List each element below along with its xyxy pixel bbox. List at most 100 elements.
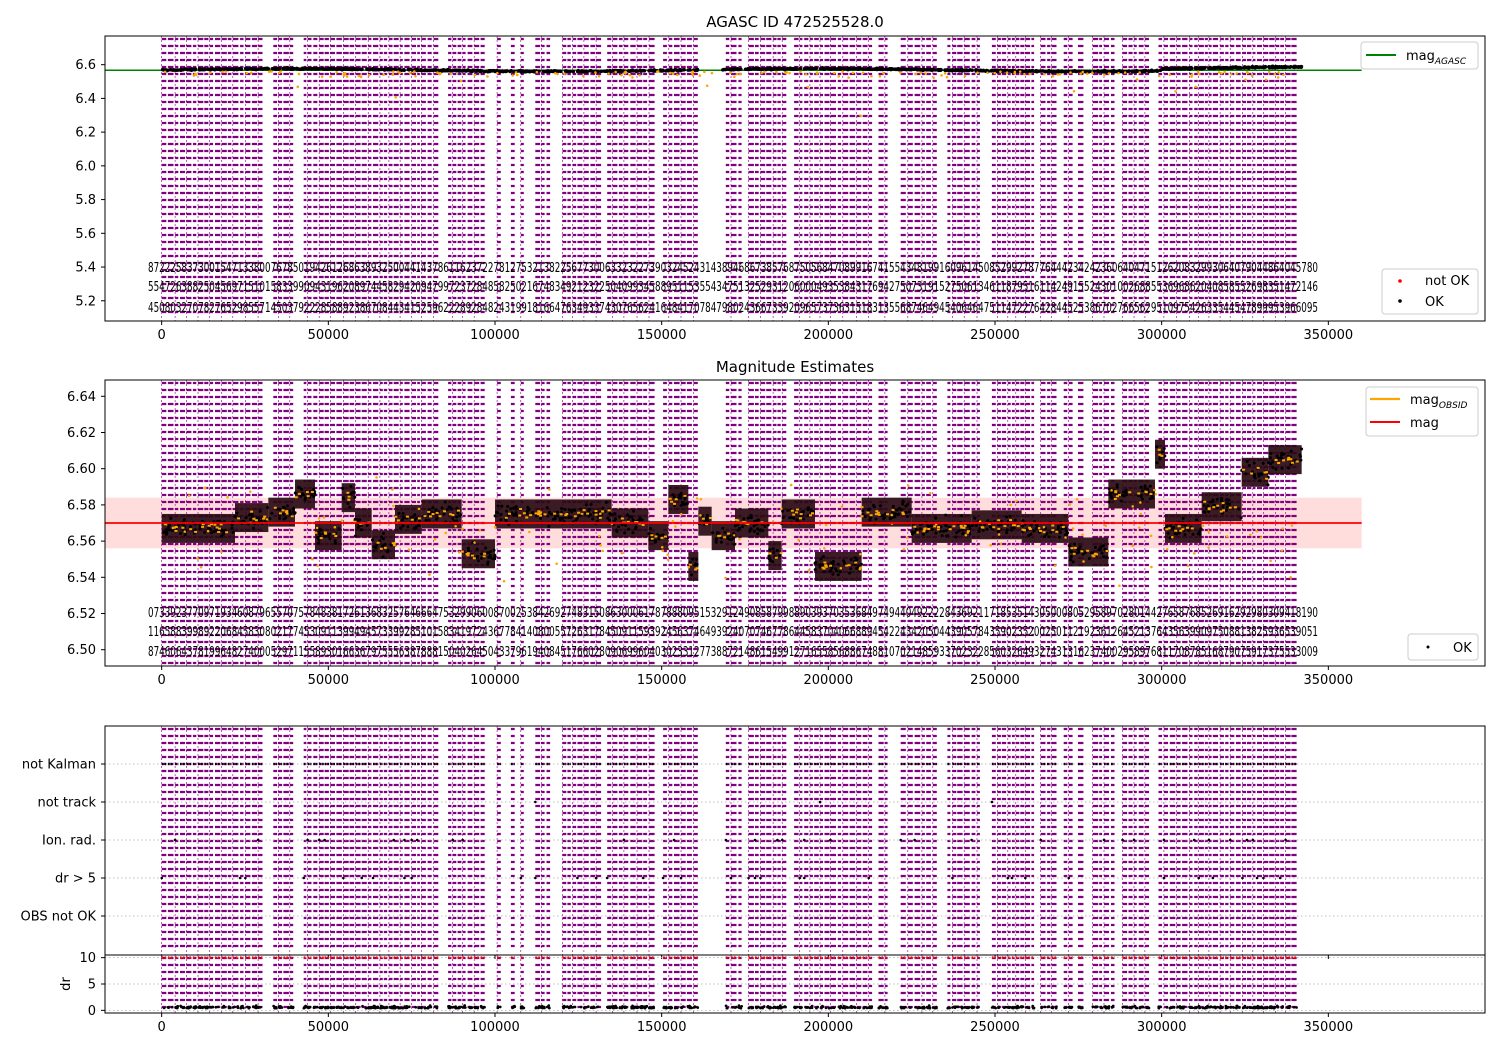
plot-area-magnitude: 0733923770971934608796557075784838172613… bbox=[105, 380, 1362, 666]
segment-mag-obsid bbox=[1157, 448, 1164, 457]
panel-content bbox=[105, 726, 1485, 955]
y-tick-label: 6.0 bbox=[75, 159, 96, 174]
x-tick-label: 200000 bbox=[804, 1020, 854, 1035]
segment-spread bbox=[668, 484, 689, 514]
segment-spread bbox=[341, 483, 355, 513]
segment-ok-points bbox=[341, 485, 357, 509]
segment-mag-obsid bbox=[237, 510, 269, 524]
segment-spread bbox=[711, 521, 735, 551]
segment-mag-obsid bbox=[768, 552, 783, 559]
legend-top-magnitude: magOBSID mag bbox=[1365, 386, 1479, 437]
segment-mag-obsid bbox=[1203, 500, 1237, 513]
x-tick-label: 250000 bbox=[970, 328, 1020, 343]
x-tick-label: 0 bbox=[158, 328, 166, 343]
y-tick-label: 6.52 bbox=[67, 607, 96, 622]
segment-mag-obsid bbox=[821, 561, 863, 570]
series-ok-points bbox=[160, 64, 1304, 74]
segment-mag-obsid bbox=[504, 508, 611, 519]
y-tick-label: 5.2 bbox=[75, 294, 96, 309]
x-tick-label: 300000 bbox=[1137, 328, 1187, 343]
segment-mag-obsid bbox=[1242, 466, 1269, 480]
panel-magnitude-estimates: Magnitude Estimates 07339237709719346087… bbox=[67, 358, 1486, 688]
x-tick-label: 300000 bbox=[1137, 1020, 1187, 1035]
panel-title-magnitude: Magnitude Estimates bbox=[716, 358, 874, 376]
segment-mag-obsid bbox=[717, 532, 737, 539]
y-tick-label: 0 bbox=[88, 1004, 96, 1019]
y-tick-label: 5 bbox=[88, 978, 96, 993]
legend-marker-ok bbox=[1426, 645, 1430, 649]
ylabel-dr: dr bbox=[59, 977, 74, 991]
legend-bottom-magnitude: OK bbox=[1407, 633, 1479, 661]
segment-spread bbox=[688, 551, 699, 581]
x-tick-label: 100000 bbox=[470, 328, 520, 343]
segment-spread bbox=[395, 504, 422, 534]
flag-row-label: not track bbox=[37, 796, 96, 811]
segment-ok-points bbox=[711, 526, 737, 546]
y-tick-label: 6.60 bbox=[67, 462, 96, 477]
dr-points bbox=[162, 1004, 1298, 1010]
plot-area-agasc: 8722258373001547133800767850194261268638… bbox=[105, 36, 1362, 321]
segment-ok-points bbox=[394, 511, 422, 530]
legend-box bbox=[1381, 268, 1479, 315]
x-tick-label: 150000 bbox=[637, 673, 687, 688]
x-tick-label: 350000 bbox=[1304, 1020, 1354, 1035]
legend-label-main: mag bbox=[1406, 49, 1435, 64]
x-tick-label: 300000 bbox=[1137, 673, 1187, 688]
x-tick-label: 50000 bbox=[308, 1020, 349, 1035]
segment-mag-obsid bbox=[273, 506, 294, 518]
obsid-label-row: 0733923770971934608796557075784838172613… bbox=[148, 606, 1318, 621]
ticks-agasc: 0 50000 100000 150000 200000 250000 300000 3500… bbox=[75, 58, 1353, 343]
y-tick-label: 5.4 bbox=[75, 261, 96, 276]
legend-label-subscript: AGASC bbox=[1434, 57, 1467, 67]
segment-mag-obsid bbox=[860, 506, 905, 518]
y-tick-label: 5.8 bbox=[75, 193, 96, 208]
legend-box bbox=[1407, 633, 1479, 661]
segment-mag-obsid bbox=[1274, 456, 1299, 464]
y-tick-label: 6.56 bbox=[67, 535, 96, 550]
x-tick-label: 0 bbox=[158, 673, 166, 688]
obsid-labels: 0733923770971934608796557075784838172613… bbox=[148, 606, 1318, 660]
panel-content: 0733923770971934608796557075784838172613… bbox=[105, 380, 1362, 666]
legend-label-mag: mag bbox=[1410, 416, 1439, 431]
panel-dr: 0 5 10 0 50000 100000 150000 200000 250000 300000… bbox=[59, 951, 1486, 1035]
legend-box bbox=[1360, 41, 1479, 70]
segment-ok-points bbox=[422, 500, 463, 525]
legend-label-ok: OK bbox=[1453, 641, 1472, 656]
segment-mag-obsid bbox=[650, 534, 667, 540]
obsid-segments bbox=[161, 439, 1304, 581]
plot-area-flags bbox=[105, 726, 1485, 955]
obsid-label-row: 8722258373001547133800767850194261268638… bbox=[148, 261, 1318, 276]
plot-area-dr bbox=[105, 955, 1485, 1013]
segment-ok-points bbox=[1107, 483, 1155, 504]
segment-mag-obsid bbox=[376, 541, 396, 550]
flag-row-label: Ion. rad. bbox=[42, 834, 96, 849]
ticks-flags: not Kalman not track Ion. rad. dr > 5 OBS no… bbox=[21, 758, 1329, 959]
y-tick-label: 6.50 bbox=[67, 643, 96, 658]
segment-mag-obsid bbox=[1165, 525, 1194, 532]
x-tick-label: 50000 bbox=[308, 328, 349, 343]
segment-mag-obsid bbox=[688, 563, 699, 571]
legend-label-ok: OK bbox=[1425, 295, 1444, 310]
segment-mag-obsid bbox=[423, 509, 460, 518]
segment-spread bbox=[781, 499, 815, 529]
x-tick-label: 250000 bbox=[970, 1020, 1020, 1035]
y-tick-label: 6.62 bbox=[67, 426, 96, 441]
panel-title-agasc: AGASC ID 472525528.0 bbox=[706, 13, 884, 31]
segment-mag-obsid bbox=[294, 491, 314, 499]
x-tick-label: 350000 bbox=[1304, 673, 1354, 688]
y-tick-label: 10 bbox=[79, 951, 96, 966]
x-tick-label: 100000 bbox=[470, 673, 520, 688]
x-tick-label: 150000 bbox=[637, 1020, 687, 1035]
obsid-label-row: 4508032707827652985571450379222858892386… bbox=[148, 301, 1318, 316]
axes-frame-agasc bbox=[104, 35, 1486, 322]
segment-mag-obsid bbox=[314, 531, 338, 540]
segment-mag-obsid bbox=[346, 491, 351, 501]
x-tick-label: 100000 bbox=[470, 1020, 520, 1035]
flag-row-label: not Kalman bbox=[22, 758, 96, 773]
segment-mag-obsid bbox=[460, 550, 487, 560]
obsid-label-row: 1165883998922068458308021774530911399494… bbox=[148, 625, 1318, 640]
panel-content bbox=[105, 955, 1485, 1013]
segment-ok-points bbox=[464, 541, 497, 566]
legend-bottom-agasc: not OK OK bbox=[1381, 268, 1479, 315]
